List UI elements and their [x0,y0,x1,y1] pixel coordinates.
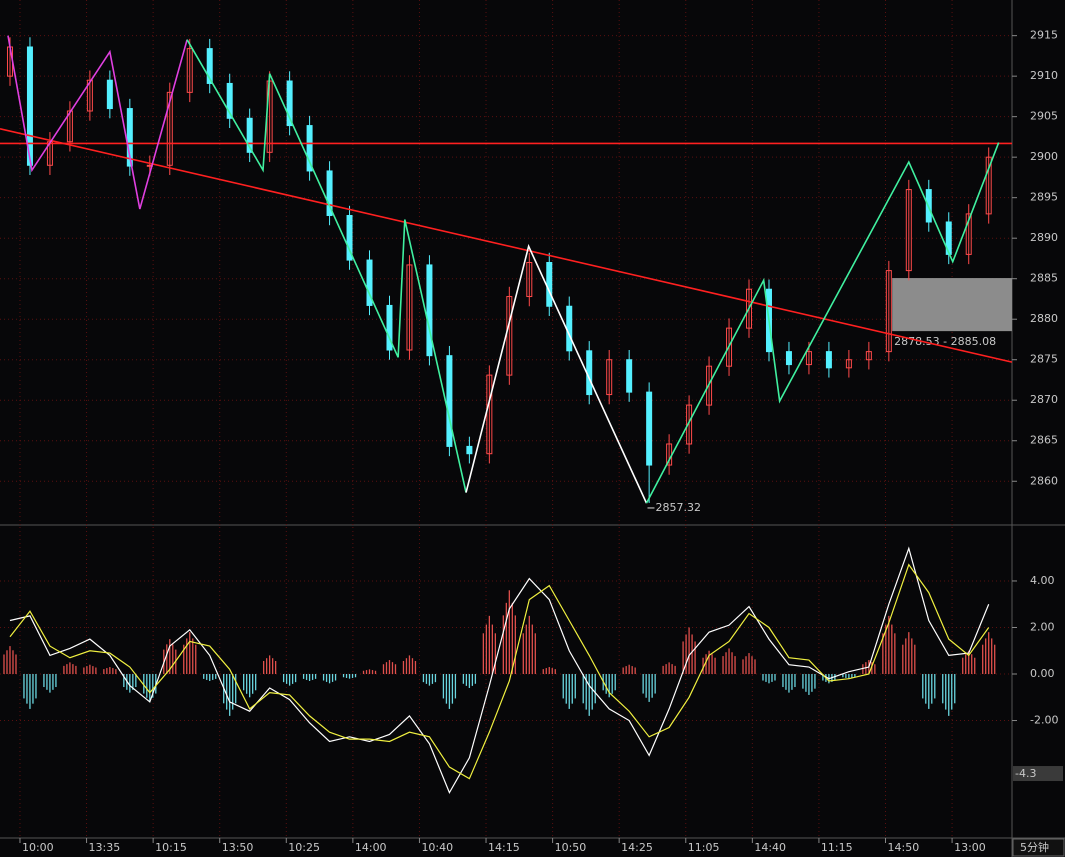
x-tick-label: 13:00 [954,841,986,854]
x-tick-label: 11:05 [688,841,720,854]
x-tick-label: 10:25 [288,841,320,854]
x-tick-label: 14:50 [888,841,920,854]
candle-body [466,445,473,455]
x-tick-label: 14:15 [488,841,520,854]
candle-body [446,355,453,447]
candle-body [286,80,293,127]
y-tick-label: 2915 [1030,29,1058,42]
x-tick-label: 14:25 [621,841,653,854]
y-tick-label: 2860 [1030,474,1058,487]
y-tick-label: 4.00 [1030,574,1055,587]
candle-body [226,82,233,119]
candle-body [106,79,113,110]
candle-body [246,117,253,153]
zigzag-line [465,243,648,504]
macd-line [9,563,990,780]
period-label: 5分钟 [1020,840,1049,854]
y-tick-label: 2890 [1030,231,1058,244]
x-tick-label: 10:15 [155,841,187,854]
y-tick-label: 2900 [1030,150,1058,163]
candle-body [546,262,553,307]
x-tick-label: 10:00 [22,841,54,854]
period-box [1012,838,1065,857]
candle-body [26,46,33,166]
price-zone [892,278,1012,332]
current-value-label: -4.3 [1015,767,1036,780]
candle-body [706,365,713,406]
candle-body [845,359,852,369]
candle-body [86,79,93,112]
x-tick-label: 14:40 [754,841,786,854]
candle-body [885,270,892,353]
candle-body [306,125,313,172]
candle-body [366,259,373,306]
zigzag-line [7,35,188,210]
candle-body [646,391,653,466]
candle-body [386,304,393,351]
candle-body [865,351,872,361]
candle-body [785,351,792,366]
y-tick-label: 0.00 [1030,667,1055,680]
low-label: 2857.32 [655,501,701,514]
candle-body [526,262,533,298]
candle-body [206,48,213,84]
candle-body [985,156,992,215]
candle-body [186,48,193,93]
candle-body [566,305,573,352]
y-tick-label: 2885 [1030,272,1058,285]
candle-body [486,374,493,455]
candle-body [126,108,133,167]
x-tick-label: 13:35 [89,841,121,854]
candle-body [166,91,173,166]
candle-body [626,359,633,393]
candle-body [726,327,733,367]
candle-body [426,264,433,357]
candle-body [406,264,413,351]
current-value-box [1013,766,1063,782]
candle-body [825,351,832,369]
x-tick-label: 11:15 [821,841,853,854]
candle-body [326,170,333,217]
candle-body [905,189,912,272]
candle-body [965,213,972,255]
trend-line [0,128,1013,363]
x-tick-label: 10:50 [555,841,587,854]
candle-body [66,110,73,143]
x-tick-label: 10:40 [421,841,453,854]
y-tick-label: -2.00 [1030,714,1058,727]
y-tick-label: 2905 [1030,110,1058,123]
zigzag-line [645,142,1000,504]
zone-label: 2878.53 - 2885.08 [894,335,996,348]
y-tick-label: 2870 [1030,393,1058,406]
candle-body [686,404,693,445]
candle-body [606,359,613,396]
candle-body [746,288,753,329]
y-tick-label: 2910 [1030,69,1058,82]
y-tick-label: 2895 [1030,191,1058,204]
candle-body [506,296,513,376]
y-tick-label: 2.00 [1030,620,1055,633]
x-tick-label: 13:50 [222,841,254,854]
y-tick-label: 2880 [1030,312,1058,325]
x-tick-label: 14:00 [355,841,387,854]
candle-body [805,351,812,366]
y-tick-label: 2875 [1030,353,1058,366]
candle-body [346,215,353,261]
y-tick-label: 2865 [1030,434,1058,447]
zigzag-line [186,39,467,493]
